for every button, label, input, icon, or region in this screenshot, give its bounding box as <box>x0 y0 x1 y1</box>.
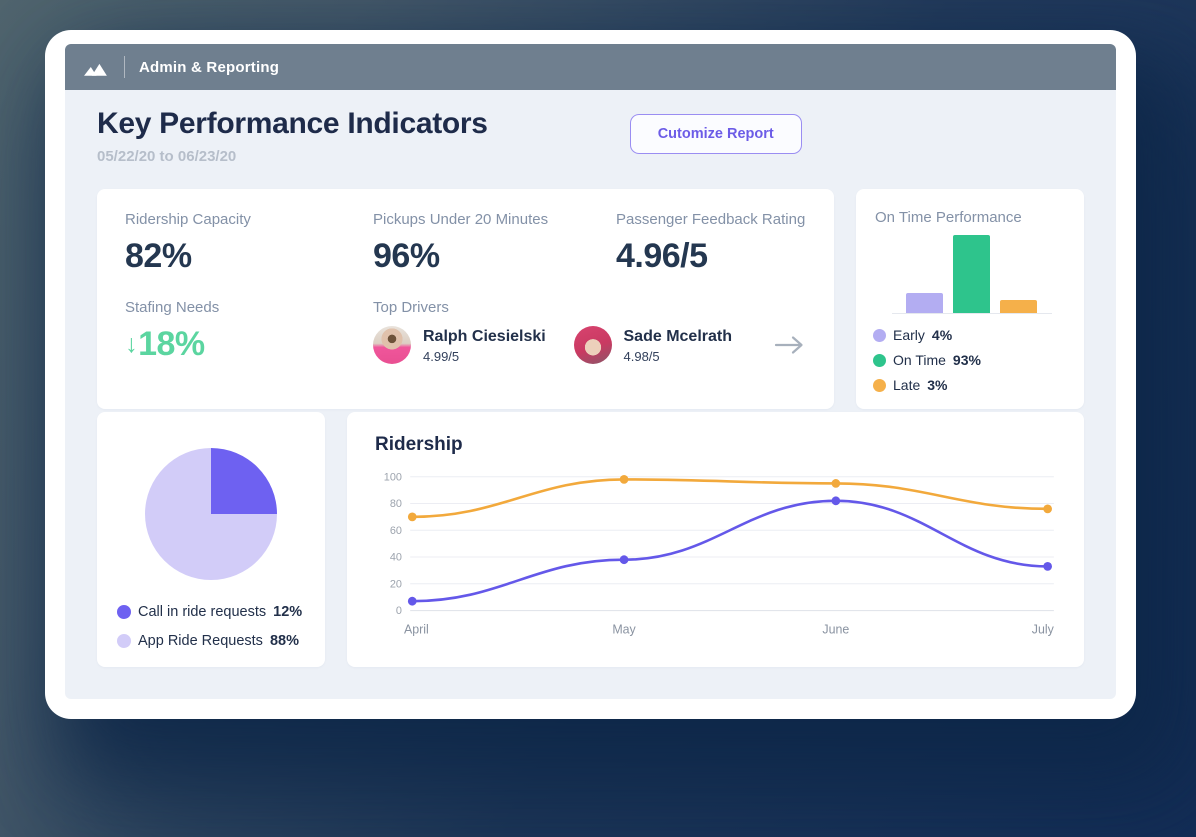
stat-ridership-capacity: Ridership Capacity 82% <box>125 211 373 299</box>
content-panel: Key Performance Indicators 05/22/20 to 0… <box>65 90 1116 699</box>
driver-item: Ralph Ciesielski 4.99/5 <box>373 326 574 364</box>
titlebar-divider <box>124 56 125 78</box>
app-titlebar: Admin & Reporting <box>65 44 1116 90</box>
legend-label: Call in ride requests <box>138 604 267 620</box>
legend-label: Early <box>893 327 925 343</box>
on-time-legend: Early 4% On Time 93% Late 3% <box>873 327 1070 393</box>
late-dot-icon <box>873 378 886 392</box>
legend-item-call-in: Call in ride requests 12% <box>117 604 305 620</box>
bar-on-time <box>953 235 990 313</box>
trend-down-arrow-icon: ↓ <box>125 330 138 358</box>
driver-name: Sade Mcelrath <box>623 327 732 345</box>
early-dot-icon <box>873 328 886 342</box>
app-window: Admin & Reporting Key Performance Indica… <box>45 30 1136 719</box>
top-drivers-block: Top Drivers Ralph Ciesielski 4.99/5 <box>373 299 806 387</box>
legend-value: 88% <box>269 633 299 649</box>
stat-label: Ridership Capacity <box>125 211 251 228</box>
top-drivers-label: Top Drivers <box>373 299 449 316</box>
mountains-logo-icon <box>84 63 107 76</box>
legend-item-late: Late 3% <box>873 377 947 393</box>
app-ride-dot-icon <box>117 634 131 648</box>
app-title: Admin & Reporting <box>139 58 280 76</box>
call-in-dot-icon <box>117 605 131 619</box>
stat-label: Pickups Under 20 Minutes <box>373 211 549 228</box>
legend-item-early: Early 4% <box>873 327 952 343</box>
svg-text:April: April <box>404 622 429 636</box>
bar-early <box>906 293 943 313</box>
svg-text:20: 20 <box>390 578 402 590</box>
legend-item-on-time: On Time 93% <box>873 352 981 368</box>
staffing-value: 18% <box>138 325 205 363</box>
driver-avatar <box>573 326 612 364</box>
legend-label: On Time <box>893 352 946 368</box>
legend-value: 4% <box>931 327 953 343</box>
svg-text:60: 60 <box>390 525 402 537</box>
svg-text:80: 80 <box>390 498 402 510</box>
stat-staffing-needs: Stafing Needs ↓18% <box>125 299 373 387</box>
date-range: 05/22/20 to 06/23/20 <box>97 148 237 165</box>
stat-pickups-under-20: Pickups Under 20 Minutes 96% <box>373 211 616 299</box>
top-drivers-row: Ralph Ciesielski 4.99/5 Sade Mcelrath 4.… <box>373 326 806 364</box>
svg-text:May: May <box>612 622 636 636</box>
right-arrow-icon <box>774 336 803 354</box>
legend-item-app-ride: App Ride Requests 88% <box>117 633 305 649</box>
bar-late <box>1000 300 1037 313</box>
ride-requests-pie-chart <box>145 448 277 580</box>
stat-label: Stafing Needs <box>125 299 220 316</box>
legend-value: 3% <box>927 377 948 393</box>
on-time-dot-icon <box>873 353 886 367</box>
charts-row: Call in ride requests 12% App Ride Reque… <box>97 412 1084 667</box>
stat-value: 96% <box>373 237 440 275</box>
stat-value: 82% <box>125 237 192 275</box>
legend-value: 93% <box>952 352 981 368</box>
driver-rating: 4.98/5 <box>623 348 660 364</box>
stat-value: ↓18% <box>125 325 373 364</box>
driver-rating: 4.99/5 <box>423 348 460 364</box>
page-title: Key Performance Indicators <box>97 107 488 140</box>
ridership-card: Ridership 0 20 40 60 80 100 April May June July <box>347 412 1084 667</box>
driver-info: Sade Mcelrath 4.98/5 <box>624 327 732 364</box>
svg-text:June: June <box>822 622 849 636</box>
driver-avatar <box>373 326 411 364</box>
driver-info: Ralph Ciesielski 4.99/5 <box>423 327 546 364</box>
ridership-title: Ridership <box>375 434 463 455</box>
on-time-title: On Time Performance <box>875 209 1022 226</box>
svg-text:100: 100 <box>384 471 402 483</box>
svg-text:40: 40 <box>390 552 402 564</box>
legend-value: 12% <box>273 604 303 620</box>
title-block: Key Performance Indicators 05/22/20 to 0… <box>97 106 488 165</box>
next-drivers-arrow-button[interactable] <box>774 335 804 355</box>
ride-requests-card: Call in ride requests 12% App Ride Reque… <box>97 412 325 667</box>
svg-text:0: 0 <box>396 605 402 617</box>
kpi-card: Ridership Capacity 82% Pickups Under 20 … <box>97 189 834 409</box>
svg-text:July: July <box>1032 622 1055 636</box>
ridership-line-chart: 0 20 40 60 80 100 April May June July <box>384 471 1055 636</box>
stat-label: Passenger Feedback Rating <box>616 211 806 228</box>
driver-item: Sade Mcelrath 4.98/5 <box>573 326 775 364</box>
customize-report-button[interactable]: Cutomize Report <box>629 114 802 154</box>
kpi-row: Ridership Capacity 82% Pickups Under 20 … <box>97 189 1084 409</box>
stat-passenger-feedback: Passenger Feedback Rating 4.96/5 <box>616 211 806 299</box>
stat-value: 4.96/5 <box>616 237 708 275</box>
on-time-performance-card: On Time Performance Early 4% On Time 93% <box>856 189 1084 409</box>
page-header: Key Performance Indicators 05/22/20 to 0… <box>97 106 1084 165</box>
ride-requests-legend: Call in ride requests 12% App Ride Reque… <box>117 604 305 649</box>
driver-name: Ralph Ciesielski <box>423 327 546 345</box>
legend-label: Late <box>893 377 921 393</box>
on-time-bar-chart <box>891 234 1052 314</box>
legend-label: App Ride Requests <box>138 633 263 649</box>
